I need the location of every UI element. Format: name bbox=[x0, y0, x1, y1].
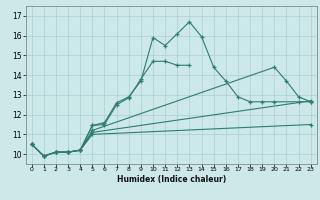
X-axis label: Humidex (Indice chaleur): Humidex (Indice chaleur) bbox=[116, 175, 226, 184]
